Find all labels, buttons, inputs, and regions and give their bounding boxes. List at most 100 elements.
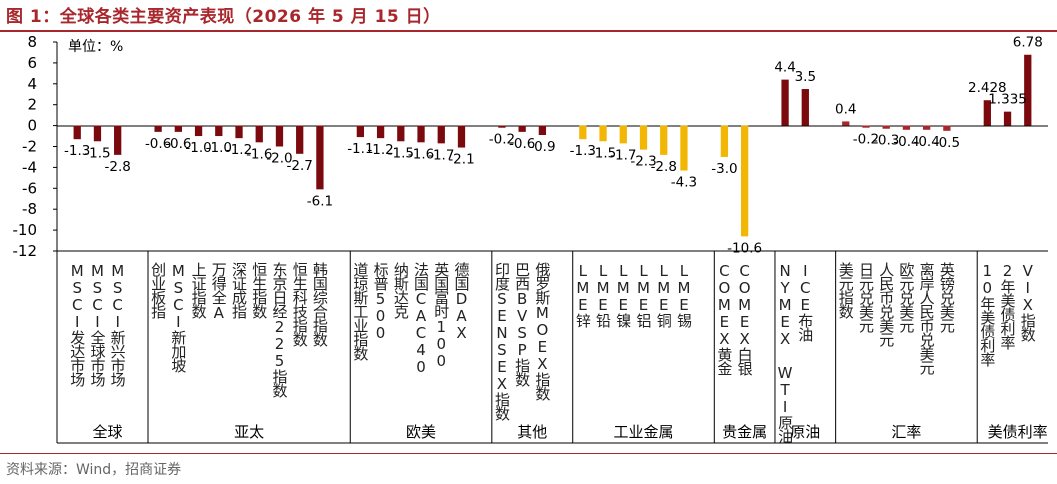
category-label: 恒生科技指数 <box>290 262 309 346</box>
value-label: -2.7 <box>287 158 313 174</box>
value-label: -1.2 <box>367 142 393 158</box>
group-label: 欧美 <box>406 423 436 441</box>
y-tick-label: 2 <box>27 96 37 114</box>
value-label: -1.2 <box>226 142 252 158</box>
value-label: -0.3 <box>873 133 899 149</box>
bar <box>437 125 445 144</box>
value-label: -10.6 <box>727 240 762 256</box>
category-label: COMEX白银 <box>735 262 754 375</box>
category-label: VIX指数 <box>1018 262 1037 341</box>
bar <box>417 125 425 143</box>
value-label: 1.335 <box>988 92 1027 108</box>
category-label: MSCI发达市场 <box>68 262 87 386</box>
category-label: ICE布油 <box>796 262 815 341</box>
bar <box>356 125 365 138</box>
bar <box>538 125 547 136</box>
bar <box>943 125 951 131</box>
value-label: 4.4 <box>774 60 795 76</box>
category-label: 万得全A <box>209 262 228 321</box>
y-tick-label: -6 <box>22 179 37 197</box>
bar <box>498 125 506 128</box>
category-label: 上证指数 <box>189 262 208 318</box>
bar <box>740 125 749 237</box>
category-label: 恒生指数 <box>250 262 269 318</box>
category-label: 10年美债利率 <box>978 262 997 366</box>
bar <box>316 125 324 190</box>
bar <box>579 125 587 140</box>
bar <box>397 125 405 142</box>
bar <box>1003 111 1012 126</box>
value-label: -1.3 <box>64 143 90 159</box>
bar <box>73 125 81 140</box>
bar <box>194 125 203 137</box>
value-label: -0.4 <box>913 134 939 150</box>
y-tick-label: -4 <box>22 158 37 176</box>
category-label: 俄罗斯MOEX指数 <box>533 262 552 400</box>
bar <box>376 125 385 139</box>
bar <box>275 125 284 147</box>
value-label: -0.6 <box>145 136 171 152</box>
y-tick-label: 8 <box>27 33 37 51</box>
category-label: NYMEX WTI原油 <box>776 262 795 443</box>
value-label: -2.0 <box>266 151 292 167</box>
bar <box>457 125 466 148</box>
bar <box>114 125 122 155</box>
value-label: -3.0 <box>711 161 737 177</box>
value-labels: -1.3-1.5-2.8-0.6-0.6-1.0-1.0-1.2-1.6-2.0… <box>64 35 1043 257</box>
value-label: -1.7 <box>428 147 454 163</box>
bar <box>1024 54 1032 126</box>
category-label: 德国DAX <box>452 262 471 341</box>
category-label: 人民币兑美元 <box>877 262 896 346</box>
bar <box>882 125 890 129</box>
value-label: -1.3 <box>570 143 596 159</box>
value-label: -0.4 <box>893 134 919 150</box>
value-label: -1.5 <box>84 145 110 161</box>
bar <box>174 125 182 132</box>
bar <box>801 89 809 126</box>
bars <box>73 54 1032 237</box>
bar <box>619 125 627 144</box>
value-label: -0.5 <box>934 135 960 151</box>
category-label: LME锡 <box>674 262 693 327</box>
value-label: 6.78 <box>1013 35 1043 51</box>
bar <box>781 79 789 126</box>
group-label: 全球 <box>93 423 123 441</box>
bar <box>235 125 243 139</box>
value-label: -1.0 <box>185 140 211 156</box>
value-label: -1.6 <box>408 146 434 162</box>
bar <box>154 125 162 132</box>
title-rule <box>0 30 1057 32</box>
category-label: 道琼斯工业指数 <box>351 262 370 360</box>
category-label: MSCI全球市场 <box>88 262 107 386</box>
source-rule <box>0 453 1057 454</box>
category-label: 日元兑美元 <box>856 262 875 332</box>
category-label: 印度SENSEX指数 <box>492 262 511 420</box>
category-label: 英国富时100 <box>432 262 451 369</box>
value-label: -0.6 <box>509 136 535 152</box>
category-label: 纳斯达克 <box>391 262 410 318</box>
category-label: 深证成指 <box>230 262 249 318</box>
chart-title: 图 1：全球各类主要资产表现（2026 年 5 月 15 日） <box>6 7 441 27</box>
bar <box>720 125 729 157</box>
value-label: -0.9 <box>529 139 555 155</box>
y-tick-label: -2 <box>22 138 37 156</box>
value-label: -1.0 <box>206 140 232 156</box>
category-label: 巴西BVSP指数 <box>513 262 532 386</box>
value-label: -4.3 <box>671 175 697 191</box>
category-label: LME锌 <box>573 262 592 327</box>
bar <box>862 125 870 128</box>
value-label: 0.4 <box>835 101 856 117</box>
category-label: MSCI新兴市场 <box>108 262 127 386</box>
bar <box>842 121 850 126</box>
bar <box>599 125 607 142</box>
category-label: 法国CAC40 <box>412 262 431 375</box>
category-label: 东京日经225指数 <box>270 262 289 397</box>
group-dividers <box>56 251 978 443</box>
category-label: LME铝 <box>634 262 653 327</box>
group-label: 贵金属 <box>722 423 767 441</box>
bar <box>255 125 263 143</box>
category-label: 英镑兑美元 <box>937 262 956 332</box>
category-label: 2年美债利率 <box>998 262 1017 349</box>
category-label: LME铜 <box>654 262 673 327</box>
